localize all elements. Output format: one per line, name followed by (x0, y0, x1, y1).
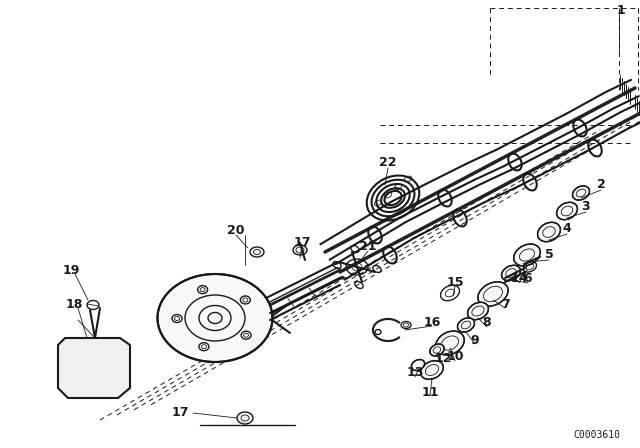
Text: 17: 17 (293, 236, 311, 249)
Text: 18: 18 (65, 298, 83, 311)
Ellipse shape (478, 282, 508, 306)
Ellipse shape (157, 274, 273, 362)
Ellipse shape (250, 247, 264, 257)
Ellipse shape (502, 265, 520, 281)
Ellipse shape (514, 244, 540, 266)
Text: 13: 13 (406, 366, 424, 379)
Text: 15: 15 (446, 276, 464, 289)
Ellipse shape (572, 186, 589, 200)
Text: 14: 14 (510, 271, 528, 284)
Text: 10: 10 (446, 350, 464, 363)
Text: 2: 2 (596, 178, 605, 191)
Text: 4: 4 (563, 223, 572, 236)
Text: 19: 19 (62, 263, 80, 276)
Ellipse shape (458, 318, 474, 332)
Text: 5: 5 (545, 249, 554, 262)
Text: 6: 6 (524, 271, 532, 284)
Text: 7: 7 (500, 297, 509, 310)
Text: 22: 22 (380, 156, 397, 169)
Text: 11: 11 (421, 385, 439, 399)
Ellipse shape (468, 302, 488, 320)
Ellipse shape (420, 361, 444, 379)
Text: 20: 20 (227, 224, 244, 237)
Text: 21: 21 (359, 241, 377, 254)
Text: C0003610: C0003610 (573, 430, 620, 440)
Text: 17: 17 (172, 406, 189, 419)
Text: 16: 16 (423, 315, 441, 328)
Text: 12: 12 (435, 352, 452, 365)
Text: 8: 8 (483, 316, 492, 329)
Ellipse shape (436, 331, 464, 355)
Text: 3: 3 (582, 201, 590, 214)
Ellipse shape (412, 360, 424, 370)
Text: 9: 9 (470, 333, 479, 346)
Polygon shape (58, 338, 130, 398)
Ellipse shape (293, 245, 307, 255)
Ellipse shape (557, 202, 577, 220)
Ellipse shape (538, 222, 561, 241)
Text: 1: 1 (616, 4, 625, 17)
Ellipse shape (237, 412, 253, 424)
Ellipse shape (430, 344, 444, 356)
